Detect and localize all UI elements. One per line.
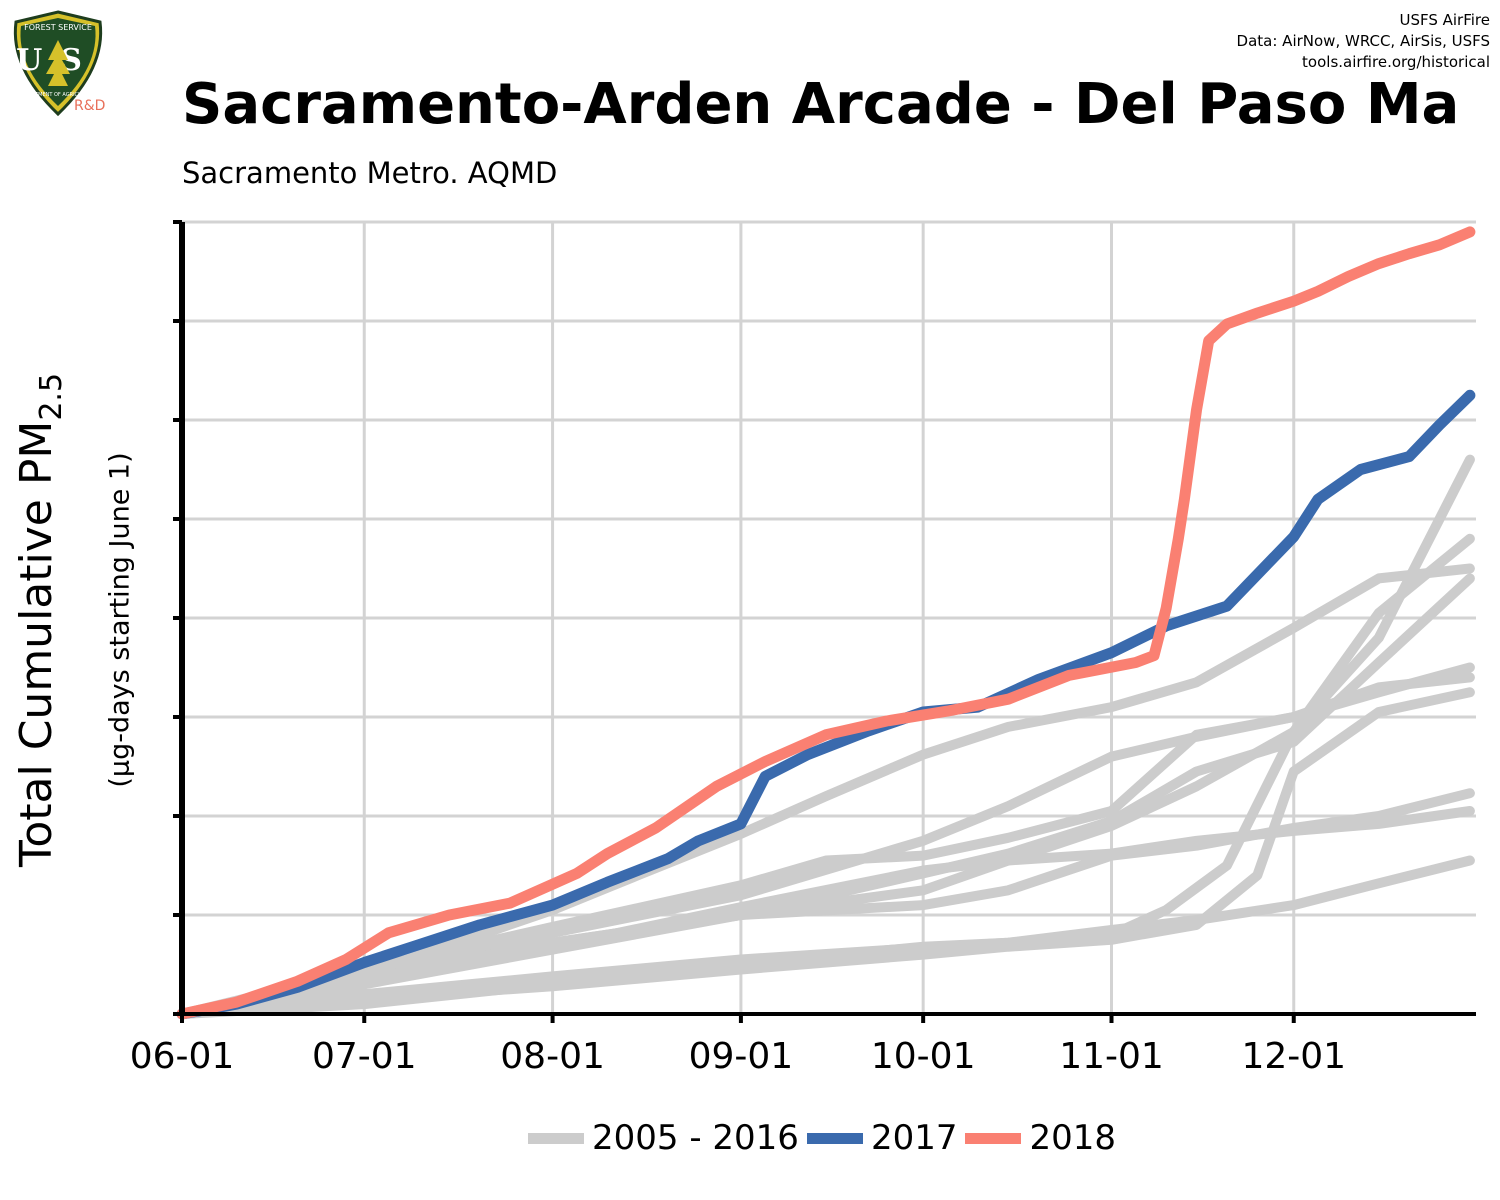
credit-line-3: tools.airfire.org/historical (1302, 53, 1490, 71)
series-line-historical (177, 687, 1475, 1019)
credits: USFS AirFire Data: AirNow, WRCC, AirSis,… (1237, 10, 1490, 73)
x-tick-label: 11-01 (1059, 1036, 1164, 1077)
legend-label-historical: 2005 - 2016 (592, 1118, 799, 1158)
credit-line-1: USFS AirFire (1399, 11, 1490, 29)
legend-swatch-2017 (806, 1132, 863, 1144)
series-line-historical (177, 788, 1475, 1019)
x-tick-label: 06-01 (130, 1036, 235, 1077)
chart-subtitle: Sacramento Metro. AQMD (182, 156, 558, 190)
legend-item-2018: 2018 (965, 1118, 1116, 1158)
legend: 2005 - 2016 2017 2018 (528, 1118, 1124, 1158)
legend-item-2017: 2017 (806, 1118, 958, 1158)
legend-swatch-historical (528, 1132, 584, 1144)
logo-top-text: FOREST SERVICE (24, 23, 92, 32)
legend-swatch-2018 (965, 1132, 1022, 1144)
credit-line-2: Data: AirNow, WRCC, AirSis, USFS (1236, 32, 1490, 50)
series-line-2018 (176, 226, 1476, 1020)
logo-bottom-text: DEPARTMENT OF AGRICULTURE (19, 92, 97, 98)
y-axis-units: (µg-days starting June 1) (104, 452, 136, 788)
legend-label-2018: 2018 (1029, 1118, 1117, 1158)
legend-item-historical: 2005 - 2016 (528, 1118, 799, 1158)
grid-lines (182, 220, 1476, 1014)
x-tick-label: 08-01 (500, 1036, 605, 1077)
logo-sub-label: R&D (74, 98, 106, 114)
y-axis-label: Total Cumulative PM2.5 (11, 373, 69, 867)
chart-title: Sacramento-Arden Arcade - Del Paso Ma (182, 72, 1460, 137)
x-tick-label: 07-01 (312, 1036, 417, 1077)
series-layer (176, 226, 1476, 1020)
usfs-shield-logo: FOREST SERVICE US DEPARTMENT OF AGRICULT… (13, 10, 103, 117)
y-axis-label-subscript: 2.5 (33, 372, 69, 421)
y-axis-label-text: Total Cumulative PM (11, 420, 63, 868)
legend-label-2017: 2017 (870, 1118, 958, 1158)
axes (173, 220, 1476, 1023)
x-tick-labels: 06-01 07-01 08-01 09-01 10-01 11-01 12-01 (130, 1036, 1346, 1077)
x-tick-label: 09-01 (689, 1036, 794, 1077)
x-tick-label: 12-01 (1241, 1036, 1346, 1077)
x-tick-label: 10-01 (871, 1036, 976, 1077)
series-line-2017 (176, 389, 1476, 1020)
